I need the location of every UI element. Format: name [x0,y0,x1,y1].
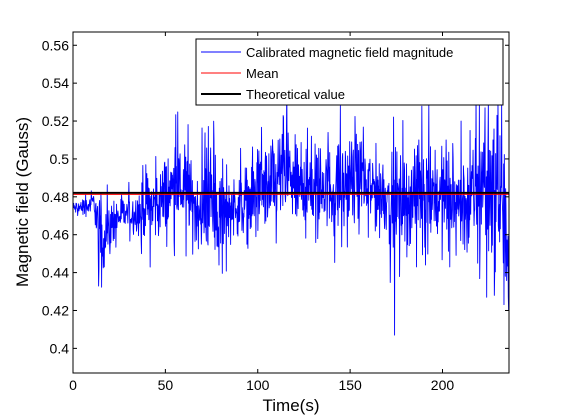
legend-label-mean: Mean [246,66,279,81]
y-tick-label: 0.56 [42,37,69,53]
y-tick-label: 0.48 [42,189,69,205]
y-tick-label: 0.4 [50,340,70,356]
x-axis-label: Time(s) [263,396,320,415]
x-tick-label: 50 [158,377,174,393]
legend-label-theoretical: Theoretical value [246,87,345,102]
x-tick-label: 100 [246,377,270,393]
x-tick-label: 200 [431,377,455,393]
y-tick-label: 0.44 [42,265,69,281]
x-tick-label: 150 [338,377,362,393]
y-tick-label: 0.52 [42,113,69,129]
y-axis-label: Magnetic field (Gauss) [13,117,32,287]
legend-label-measured: Calibrated magnetic field magnitude [246,45,453,60]
y-tick-label: 0.42 [42,302,69,318]
y-tick-label: 0.54 [42,75,69,91]
y-tick-label: 0.5 [50,151,70,167]
y-tick-label: 0.46 [42,227,69,243]
legend: Calibrated magnetic field magnitude Mean… [196,39,503,105]
x-tick-label: 0 [69,377,77,393]
